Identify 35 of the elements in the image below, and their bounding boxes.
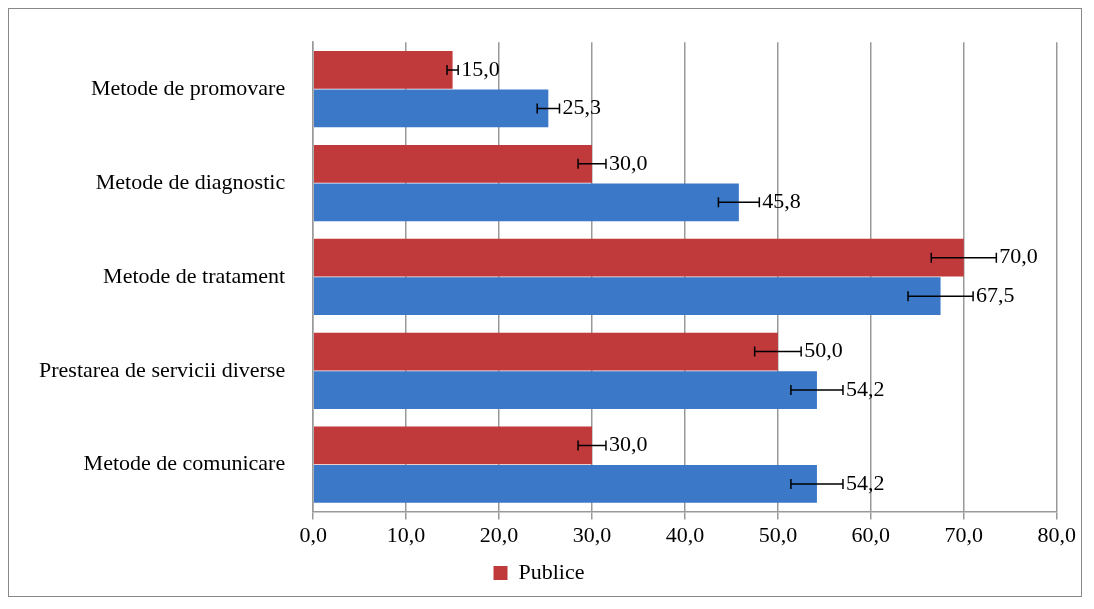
x-tick-label: 20,0 bbox=[479, 521, 519, 547]
legend-label: Publice bbox=[518, 558, 585, 584]
bar bbox=[313, 144, 593, 183]
bar bbox=[313, 332, 778, 371]
y-tick-label: Metode de promovare bbox=[90, 74, 286, 100]
y-tick-label: Prestarea de servicii diverse bbox=[39, 356, 286, 382]
y-tick-label: Metode de tratament bbox=[103, 262, 286, 288]
bar bbox=[313, 89, 549, 128]
y-tick-label: Metode de comunicare bbox=[83, 450, 286, 476]
data-label: 50,0 bbox=[804, 337, 843, 363]
data-label: 70,0 bbox=[999, 243, 1038, 269]
data-label: 30,0 bbox=[608, 149, 648, 175]
x-tick-label: 30,0 bbox=[572, 521, 612, 547]
bar bbox=[313, 183, 739, 222]
data-label: 67,5 bbox=[976, 281, 1015, 307]
data-label: 45,8 bbox=[762, 188, 801, 214]
x-tick-label: 0,0 bbox=[299, 521, 327, 547]
data-label: 25,3 bbox=[562, 94, 601, 120]
bar bbox=[313, 426, 593, 465]
x-tick-label: 40,0 bbox=[665, 521, 705, 547]
bar bbox=[313, 51, 453, 89]
x-tick-label: 60,0 bbox=[851, 521, 891, 547]
data-label: 30,0 bbox=[608, 431, 648, 457]
bar bbox=[313, 465, 817, 503]
y-tick-label: Metode de diagnostic bbox=[95, 168, 286, 194]
bar bbox=[313, 277, 941, 316]
x-tick-label: 10,0 bbox=[386, 521, 426, 547]
bar bbox=[313, 371, 817, 409]
data-label: 15,0 bbox=[461, 55, 500, 81]
x-tick-label: 70,0 bbox=[944, 521, 984, 547]
bar bbox=[313, 238, 964, 277]
x-tick-label: 80,0 bbox=[1037, 521, 1076, 547]
data-label: 54,2 bbox=[845, 375, 885, 401]
x-tick-label: 50,0 bbox=[758, 521, 798, 547]
data-label: 54,2 bbox=[845, 469, 885, 495]
